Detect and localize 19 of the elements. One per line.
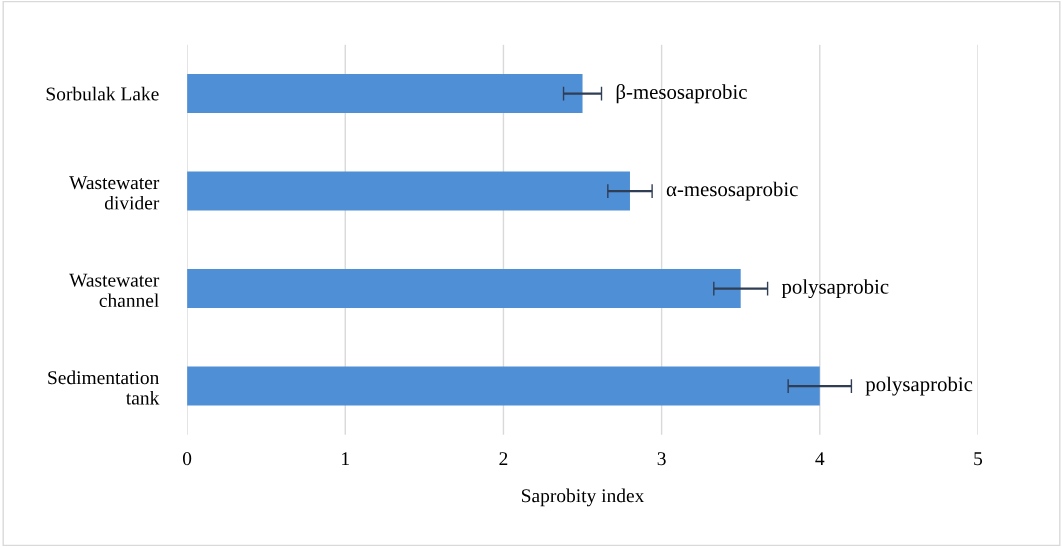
bar — [187, 74, 583, 114]
x-tick-label: 3 — [657, 452, 666, 466]
annotation: β-mesosaprobic — [616, 84, 747, 104]
bar — [187, 171, 630, 211]
x-tick-label: 0 — [182, 452, 192, 466]
x-tick-label: 4 — [815, 452, 825, 466]
bar — [187, 366, 820, 406]
y-tick-label: Wastewater channel — [69, 273, 160, 308]
bar — [187, 269, 741, 309]
x-tick-label: 5 — [974, 452, 983, 466]
y-tick-label: Sedimentation tank — [48, 370, 160, 405]
annotation: polysaprobic — [781, 279, 889, 299]
y-tick-label: Wastewater divider — [69, 176, 160, 210]
y-tick-label: Sorbulak Lake — [46, 86, 159, 101]
annotation: polysaprobic — [865, 376, 973, 396]
x-tick-label: 1 — [342, 452, 349, 466]
x-axis-title: Saprobity index — [521, 488, 645, 507]
x-tick-label: 2 — [499, 452, 508, 466]
annotation: α-mesosaprobic — [666, 181, 798, 201]
